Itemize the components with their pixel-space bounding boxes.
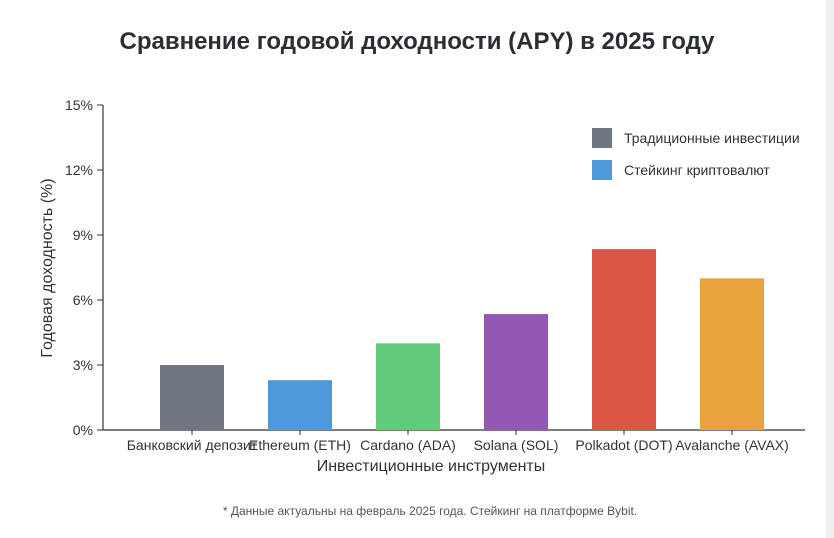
chart-title: Сравнение годовой доходности (APY) в 202… (119, 28, 715, 55)
page-edge (826, 0, 834, 538)
x-tick-label: Cardano (ADA) (360, 437, 456, 453)
bar (700, 278, 764, 430)
bar-value-label: 6.1% (501, 294, 531, 309)
bar (376, 343, 440, 430)
x-axis-label: Инвестиционные инструменты (317, 458, 546, 475)
y-axis-label: Годовая доходность (%) (39, 178, 56, 357)
footnote: * Данные актуальны на февраль 2025 года.… (222, 504, 638, 518)
y-tick-label: 9% (73, 227, 93, 243)
y-tick-label: 0% (73, 422, 93, 438)
x-tick-label: Solana (SOL) (474, 437, 559, 453)
bar (160, 365, 224, 430)
bar-value-label: 5.2% (393, 323, 423, 338)
y-tick-label: 6% (73, 292, 93, 308)
y-tick-label: 3% (73, 357, 93, 373)
bar-value-label: 3.8% (285, 360, 315, 375)
legend-swatch (592, 128, 612, 148)
bar (268, 380, 332, 430)
x-tick-label: Avalanche (AVAX) (675, 437, 789, 453)
y-tick-label: 15% (65, 97, 93, 113)
legend-label: Традиционные инвестиции (624, 130, 800, 146)
bar-value-label: 12.5% (606, 229, 643, 244)
x-tick-label: Банковский депозит (127, 437, 258, 453)
legend-label: Стейкинг криптовалют (624, 162, 770, 178)
legend-swatch (592, 160, 612, 180)
bar (592, 249, 656, 430)
x-tick-label: Polkadot (DOT) (575, 437, 672, 453)
bar-value-label: 10.5% (714, 258, 751, 273)
bar (484, 314, 548, 430)
y-tick-label: 12% (65, 162, 93, 178)
x-tick-label: Ethereum (ETH) (249, 437, 351, 453)
bar-value-label: 5% (183, 345, 202, 360)
